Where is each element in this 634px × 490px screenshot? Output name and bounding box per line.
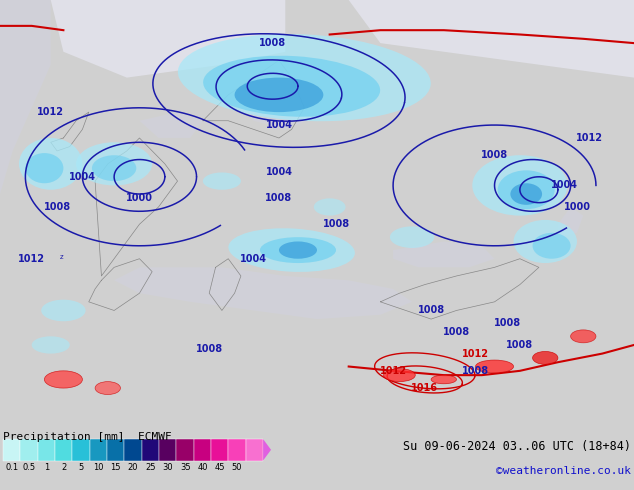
Ellipse shape: [279, 242, 317, 259]
Bar: [228, 439, 246, 461]
Polygon shape: [51, 0, 285, 77]
Text: 1008: 1008: [196, 344, 223, 354]
Text: 1012: 1012: [18, 254, 45, 264]
Text: 25: 25: [145, 464, 156, 472]
Ellipse shape: [390, 226, 434, 248]
Ellipse shape: [514, 220, 577, 263]
Text: ©weatheronline.co.uk: ©weatheronline.co.uk: [496, 466, 631, 476]
Ellipse shape: [571, 330, 596, 343]
Text: 1004: 1004: [551, 180, 578, 191]
Text: 5: 5: [79, 464, 84, 472]
Ellipse shape: [92, 155, 136, 181]
Text: 2: 2: [61, 464, 67, 472]
Bar: [159, 439, 176, 461]
Text: 1004: 1004: [266, 168, 292, 177]
Ellipse shape: [533, 233, 571, 259]
Polygon shape: [263, 439, 271, 461]
Ellipse shape: [498, 171, 555, 209]
Bar: [38, 439, 55, 461]
Ellipse shape: [76, 142, 152, 185]
Polygon shape: [349, 0, 634, 77]
Bar: [72, 439, 90, 461]
Polygon shape: [139, 112, 203, 138]
Text: 0.1: 0.1: [5, 464, 18, 472]
Ellipse shape: [314, 198, 346, 216]
Text: 30: 30: [162, 464, 173, 472]
Ellipse shape: [95, 382, 120, 394]
Text: 1004: 1004: [240, 254, 267, 264]
Text: Su 09-06-2024 03..06 UTC (18+84): Su 09-06-2024 03..06 UTC (18+84): [403, 440, 631, 453]
Polygon shape: [393, 242, 495, 268]
Text: 45: 45: [214, 464, 225, 472]
Bar: [90, 439, 107, 461]
Ellipse shape: [533, 351, 558, 365]
Polygon shape: [114, 268, 412, 319]
Text: 1016: 1016: [411, 383, 438, 393]
Ellipse shape: [178, 34, 430, 121]
Text: 1008: 1008: [259, 38, 286, 48]
Text: 10: 10: [93, 464, 104, 472]
Bar: [246, 439, 263, 461]
Bar: [3, 439, 20, 461]
Ellipse shape: [25, 153, 63, 183]
Ellipse shape: [32, 336, 70, 354]
Text: 1000: 1000: [564, 202, 590, 212]
Ellipse shape: [431, 375, 456, 384]
Ellipse shape: [235, 77, 323, 112]
Polygon shape: [558, 207, 583, 237]
Ellipse shape: [41, 300, 86, 321]
Text: 50: 50: [232, 464, 242, 472]
Text: 1008: 1008: [481, 150, 508, 160]
Text: 1: 1: [44, 464, 49, 472]
Text: 0.5: 0.5: [23, 464, 36, 472]
Bar: [211, 439, 228, 461]
Text: z: z: [60, 254, 64, 260]
Text: 1004: 1004: [69, 172, 96, 182]
Polygon shape: [241, 95, 317, 129]
Ellipse shape: [476, 360, 514, 373]
Polygon shape: [0, 0, 51, 194]
Bar: [55, 439, 72, 461]
Text: 20: 20: [128, 464, 138, 472]
Ellipse shape: [203, 56, 380, 117]
Text: 1008: 1008: [418, 305, 444, 316]
Text: 1008: 1008: [507, 340, 533, 350]
Text: 40: 40: [197, 464, 208, 472]
Text: 1008: 1008: [266, 194, 292, 203]
Ellipse shape: [19, 138, 82, 190]
Text: 1012: 1012: [576, 133, 603, 143]
Text: 1012: 1012: [37, 107, 64, 117]
Text: Precipitation [mm]  ECMWF: Precipitation [mm] ECMWF: [3, 432, 172, 442]
Text: 15: 15: [110, 464, 121, 472]
Text: 1008: 1008: [462, 366, 489, 376]
Bar: [194, 439, 211, 461]
Bar: [107, 439, 124, 461]
Bar: [176, 439, 194, 461]
Ellipse shape: [260, 237, 336, 263]
Ellipse shape: [203, 172, 241, 190]
Text: 1008: 1008: [44, 202, 70, 212]
Text: 1012: 1012: [380, 366, 406, 376]
Text: 1008: 1008: [494, 318, 521, 328]
Ellipse shape: [44, 371, 82, 388]
Bar: [124, 439, 142, 461]
Ellipse shape: [228, 228, 355, 272]
Bar: [20, 439, 38, 461]
Bar: [142, 439, 159, 461]
Text: 1004: 1004: [266, 120, 292, 130]
Ellipse shape: [384, 368, 415, 382]
Text: 1008: 1008: [323, 219, 349, 229]
Ellipse shape: [510, 183, 542, 205]
Text: 1008: 1008: [443, 327, 470, 337]
Text: 35: 35: [180, 464, 190, 472]
Text: 1000: 1000: [126, 194, 153, 203]
Text: 1012: 1012: [462, 348, 489, 359]
Ellipse shape: [472, 155, 567, 216]
